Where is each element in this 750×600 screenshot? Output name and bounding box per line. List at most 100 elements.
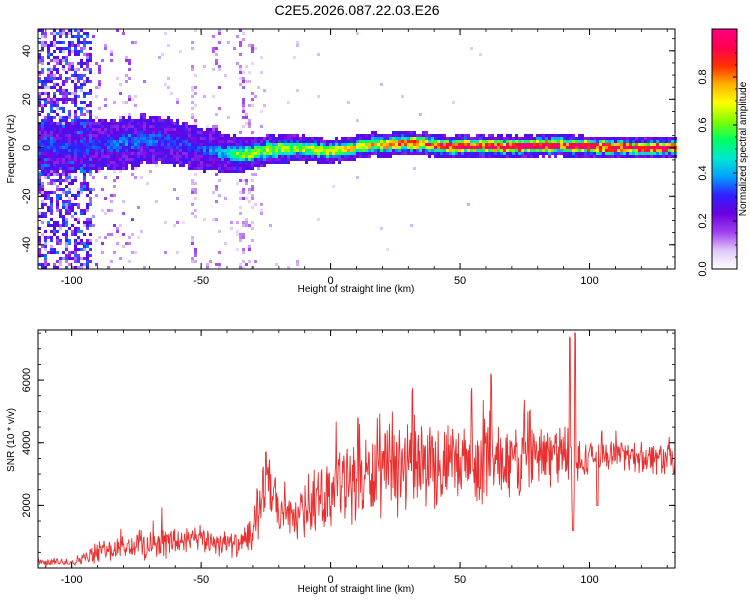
spectrogram-cell bbox=[215, 131, 218, 134]
spectrogram-cell bbox=[242, 143, 245, 146]
spectrogram-cell bbox=[221, 146, 224, 149]
spectrogram-cell bbox=[143, 113, 146, 116]
spectrogram-cell bbox=[644, 143, 647, 146]
spectrogram-cell bbox=[230, 149, 233, 152]
spectrogram-cell bbox=[80, 170, 83, 173]
spectrogram-cell bbox=[38, 212, 41, 215]
spectrogram-cell bbox=[53, 83, 56, 86]
spectrogram-cell bbox=[68, 176, 71, 179]
spectrogram-cell bbox=[80, 263, 83, 266]
spectrogram-cell bbox=[50, 182, 53, 185]
spectrogram-cell bbox=[131, 98, 134, 101]
spectrogram-cell bbox=[125, 161, 128, 164]
spectrogram-cell bbox=[110, 164, 113, 167]
spectrogram-cell bbox=[110, 158, 113, 161]
colorbar: 0.00.20.40.60.8 Normalized spectral ampl… bbox=[697, 28, 749, 277]
spectrogram-cell bbox=[434, 149, 437, 152]
spectrogram-cell bbox=[215, 113, 218, 116]
spectrogram-cell bbox=[206, 158, 209, 161]
spectrogram-cell bbox=[437, 137, 440, 140]
spectrogram-cell bbox=[218, 140, 221, 143]
spectrogram-cell bbox=[47, 68, 50, 71]
spectrogram-cell bbox=[110, 119, 113, 122]
spectrogram-cell bbox=[83, 233, 86, 236]
spectrogram-cell bbox=[413, 146, 416, 149]
spectrogram-cell bbox=[56, 236, 59, 239]
spectrogram-cell bbox=[581, 152, 584, 155]
spectrogram-cell bbox=[50, 119, 53, 122]
spectrogram-cell bbox=[242, 32, 245, 35]
spectrogram-cell bbox=[80, 155, 83, 158]
spectrogram-cell bbox=[101, 128, 104, 131]
spectrogram-cell bbox=[59, 62, 62, 65]
spectrogram-cell bbox=[191, 161, 194, 164]
spectrogram-cell bbox=[71, 44, 74, 47]
spectrogram-cell bbox=[83, 176, 86, 179]
spectrogram-cell bbox=[47, 71, 50, 74]
spectrogram-cell bbox=[140, 152, 143, 155]
spectrogram-cell bbox=[41, 263, 44, 266]
spectrogram-cell bbox=[263, 152, 266, 155]
spectrogram-cell bbox=[179, 140, 182, 143]
spectrogram-cell bbox=[242, 266, 245, 269]
spectrogram-cell bbox=[260, 110, 263, 113]
spectrogram-cell bbox=[239, 149, 242, 152]
spectrogram-cell bbox=[77, 161, 80, 164]
spectrogram-cell bbox=[449, 143, 452, 146]
spectrogram-cell bbox=[245, 122, 248, 125]
spectrogram-cell bbox=[131, 155, 134, 158]
spectrogram-cell bbox=[446, 152, 449, 155]
spectrogram-cell bbox=[191, 203, 194, 206]
spectrogram-cell bbox=[212, 128, 215, 131]
spectrogram-cell bbox=[77, 194, 80, 197]
spectrogram-cell bbox=[293, 152, 296, 155]
spectrogram-cell bbox=[509, 143, 512, 146]
spectrogram-cell bbox=[326, 140, 329, 143]
spectrogram-cell bbox=[44, 257, 47, 260]
spectrogram-cell bbox=[476, 143, 479, 146]
spectrogram-cell bbox=[89, 59, 92, 62]
spectrogram-cell bbox=[224, 164, 227, 167]
spectrogram-cell bbox=[452, 149, 455, 152]
spectrogram-cell bbox=[77, 236, 80, 239]
spectrogram-cell bbox=[299, 140, 302, 143]
spectrogram-cell bbox=[77, 119, 80, 122]
spectrogram-cell bbox=[308, 137, 311, 140]
spectrogram-cell bbox=[56, 251, 59, 254]
spectrogram-cell bbox=[638, 155, 641, 158]
spectrogram-cell bbox=[71, 149, 74, 152]
spectrogram-cell bbox=[245, 263, 248, 266]
spectrogram-cell bbox=[41, 44, 44, 47]
spectrogram-cell bbox=[68, 254, 71, 257]
spectrogram-cell bbox=[47, 98, 50, 101]
spectrogram-cell bbox=[488, 149, 491, 152]
spectrogram-cell bbox=[41, 143, 44, 146]
spectrogram-cell bbox=[149, 155, 152, 158]
spectrogram-cell bbox=[59, 215, 62, 218]
spectrogram-cell bbox=[659, 155, 662, 158]
spectrogram-cell bbox=[602, 155, 605, 158]
spectrogram-cell bbox=[317, 95, 320, 98]
spectrogram-cell bbox=[317, 218, 320, 221]
spectrogram-cell bbox=[665, 152, 668, 155]
spectrogram-cell bbox=[71, 50, 74, 53]
spectrogram-cell bbox=[380, 155, 383, 158]
spectrogram-cell bbox=[182, 149, 185, 152]
spectrogram-cell bbox=[80, 128, 83, 131]
spectrogram-cell bbox=[518, 152, 521, 155]
spectrogram-cell bbox=[332, 146, 335, 149]
spectrogram-cell bbox=[104, 155, 107, 158]
spectrogram-cell bbox=[122, 140, 125, 143]
spectrogram-cell bbox=[158, 149, 161, 152]
spectrogram-cell bbox=[71, 74, 74, 77]
spectrogram-cell bbox=[98, 164, 101, 167]
spectrogram-cell bbox=[74, 170, 77, 173]
spectrogram-cell bbox=[344, 155, 347, 158]
spectrogram-cell bbox=[473, 143, 476, 146]
spectrogram-cell bbox=[557, 137, 560, 140]
spectrogram-cell bbox=[74, 116, 77, 119]
spectrogram-cell bbox=[56, 200, 59, 203]
spectrogram-cell bbox=[311, 158, 314, 161]
spectrogram-cell bbox=[131, 167, 134, 170]
spectrogram-cell bbox=[491, 146, 494, 149]
